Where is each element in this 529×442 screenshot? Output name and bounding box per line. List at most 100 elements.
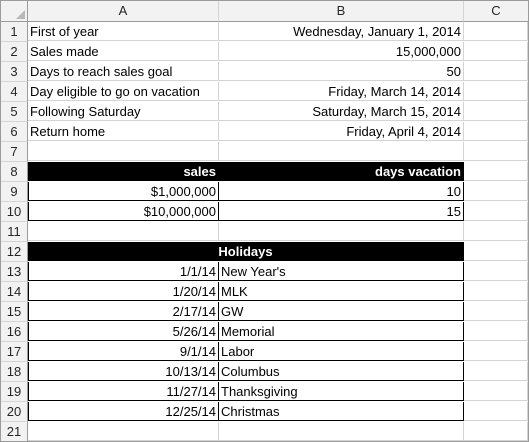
cell-a18[interactable]: 10/13/14 [28, 362, 219, 381]
row-header[interactable]: 21 [1, 422, 28, 441]
cell-b13[interactable]: New Year's [219, 262, 464, 281]
sheet-row: 20 12/25/14 Christmas [1, 402, 528, 422]
row-header[interactable]: 4 [1, 82, 28, 102]
cell-a2[interactable]: Sales made [28, 42, 219, 61]
cell-a17[interactable]: 9/1/14 [28, 342, 219, 361]
cell-a3[interactable]: Days to reach sales goal [28, 62, 219, 81]
cell-b20[interactable]: Christmas [219, 402, 464, 421]
sheet-row: 16 5/26/14 Memorial [1, 322, 528, 342]
sheet-row: 15 2/17/14 GW [1, 302, 528, 322]
column-header-a[interactable]: A [28, 1, 219, 22]
row-header[interactable]: 10 [1, 202, 28, 222]
cell-b5[interactable]: Saturday, March 15, 2014 [219, 102, 464, 121]
cell-a11[interactable] [28, 222, 219, 241]
cell-a20[interactable]: 12/25/14 [28, 402, 219, 421]
row-header[interactable]: 1 [1, 22, 28, 42]
cell-a14[interactable]: 1/20/14 [28, 282, 219, 301]
sheet-row: 4 Day eligible to go on vacation Friday,… [1, 82, 528, 102]
column-header-row: A B C [1, 1, 528, 22]
cell-b2[interactable]: 15,000,000 [219, 42, 464, 61]
row-header[interactable]: 11 [1, 222, 28, 242]
cell-b15[interactable]: GW [219, 302, 464, 321]
cell-c8[interactable] [464, 162, 528, 181]
sheet-row: 14 1/20/14 MLK [1, 282, 528, 302]
cell-b7[interactable] [219, 142, 464, 161]
cell-a4[interactable]: Day eligible to go on vacation [28, 82, 219, 101]
cell-c21[interactable] [464, 422, 528, 441]
cell-a9[interactable]: $1,000,000 [28, 182, 219, 201]
cell-a16[interactable]: 5/26/14 [28, 322, 219, 341]
sheet-row: 6 Return home Friday, April 4, 2014 [1, 122, 528, 142]
row-header[interactable]: 12 [1, 242, 28, 262]
row-header[interactable]: 13 [1, 262, 28, 282]
cell-a8-sales-header[interactable]: sales [28, 162, 219, 181]
row-header[interactable]: 14 [1, 282, 28, 302]
cell-a5[interactable]: Following Saturday [28, 102, 219, 121]
cell-a13[interactable]: 1/1/14 [28, 262, 219, 281]
cell-c20[interactable] [464, 402, 528, 421]
sheet-row: 7 [1, 142, 528, 162]
cell-b4[interactable]: Friday, March 14, 2014 [219, 82, 464, 101]
row-header[interactable]: 9 [1, 182, 28, 202]
cell-a6[interactable]: Return home [28, 122, 219, 141]
cell-c11[interactable] [464, 222, 528, 241]
cell-c18[interactable] [464, 362, 528, 381]
row-header[interactable]: 16 [1, 322, 28, 342]
cell-b14[interactable]: MLK [219, 282, 464, 301]
cell-a1[interactable]: First of year [28, 22, 219, 41]
cell-b3[interactable]: 50 [219, 62, 464, 81]
cell-a7[interactable] [28, 142, 219, 161]
row-header[interactable]: 6 [1, 122, 28, 142]
sheet-row: 17 9/1/14 Labor [1, 342, 528, 362]
cell-c7[interactable] [464, 142, 528, 161]
cell-b21[interactable] [219, 422, 464, 441]
cell-b8-days-vacation-header[interactable]: days vacation [219, 162, 464, 181]
row-header[interactable]: 7 [1, 142, 28, 162]
row-header[interactable]: 18 [1, 362, 28, 382]
cell-c6[interactable] [464, 122, 528, 141]
cell-c17[interactable] [464, 342, 528, 361]
cell-a21[interactable] [28, 422, 219, 441]
row-header[interactable]: 19 [1, 382, 28, 402]
cell-c10[interactable] [464, 202, 528, 221]
row-header[interactable]: 2 [1, 42, 28, 62]
cell-c3[interactable] [464, 62, 528, 81]
row-header[interactable]: 15 [1, 302, 28, 322]
row-header[interactable]: 8 [1, 162, 28, 182]
cell-b19[interactable]: Thanksgiving [219, 382, 464, 401]
cell-c9[interactable] [464, 182, 528, 201]
cell-b10[interactable]: 15 [219, 202, 464, 221]
cell-c16[interactable] [464, 322, 528, 341]
cell-a10[interactable]: $10,000,000 [28, 202, 219, 221]
row-header[interactable]: 3 [1, 62, 28, 82]
cell-c5[interactable] [464, 102, 528, 121]
cell-b17[interactable]: Labor [219, 342, 464, 361]
column-header-c[interactable]: C [464, 1, 528, 22]
cell-b9[interactable]: 10 [219, 182, 464, 201]
sheet-row: 21 [1, 422, 528, 441]
row-header[interactable]: 17 [1, 342, 28, 362]
cell-c4[interactable] [464, 82, 528, 101]
sheet-row: 8 sales days vacation [1, 162, 528, 182]
row-header[interactable]: 20 [1, 402, 28, 422]
cell-c12[interactable] [464, 242, 528, 261]
column-header-b[interactable]: B [219, 1, 464, 22]
cell-c1[interactable] [464, 22, 528, 41]
cell-a12-holidays-header[interactable]: Holidays [28, 242, 464, 261]
cell-c2[interactable] [464, 42, 528, 61]
cell-b6[interactable]: Friday, April 4, 2014 [219, 122, 464, 141]
cell-c19[interactable] [464, 382, 528, 401]
cell-c13[interactable] [464, 262, 528, 281]
cell-c14[interactable] [464, 282, 528, 301]
cell-b18[interactable]: Columbus [219, 362, 464, 381]
cell-b11[interactable] [219, 222, 464, 241]
cell-a15[interactable]: 2/17/14 [28, 302, 219, 321]
sheet-row: 13 1/1/14 New Year's [1, 262, 528, 282]
select-all-corner[interactable] [1, 1, 28, 22]
row-header[interactable]: 5 [1, 102, 28, 122]
cell-a19[interactable]: 11/27/14 [28, 382, 219, 401]
cell-b1[interactable]: Wednesday, January 1, 2014 [219, 22, 464, 41]
cell-c15[interactable] [464, 302, 528, 321]
cell-b16[interactable]: Memorial [219, 322, 464, 341]
